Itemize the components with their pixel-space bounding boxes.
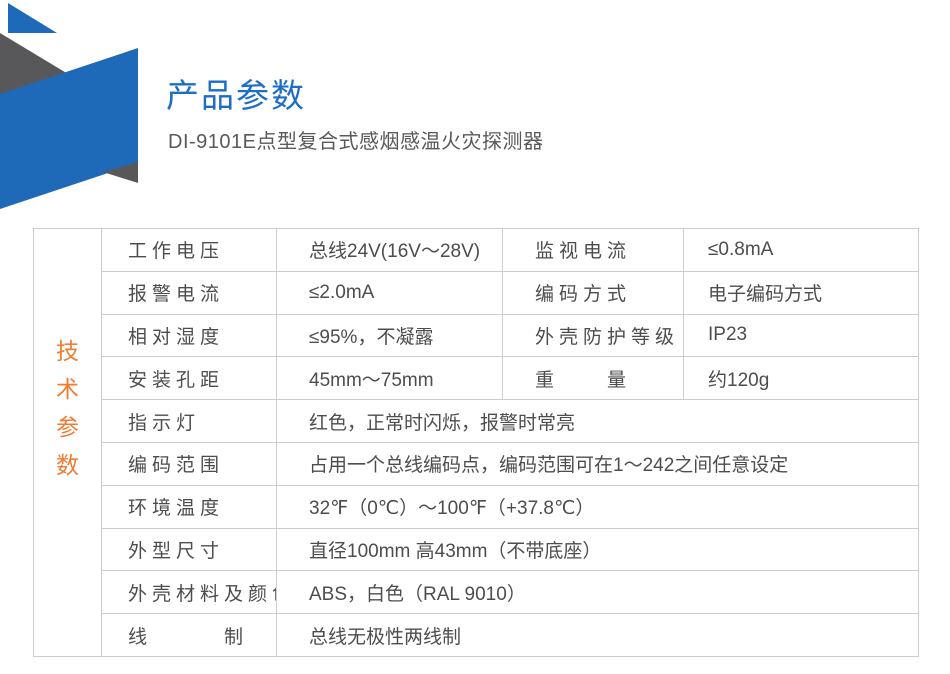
param-value: ABS，白色（RAL 9010） xyxy=(276,570,919,615)
param-label: 相对湿度 xyxy=(101,313,277,358)
vertical-char: 技 xyxy=(56,338,79,364)
param-label: 外型尺寸 xyxy=(101,527,277,572)
param-label: 环境温度 xyxy=(101,484,277,529)
vertical-section-header: 技 术 参 数 xyxy=(33,228,102,657)
param-label: 指示灯 xyxy=(101,399,277,443)
bottom-left-triangle xyxy=(8,3,57,33)
param-label: 编码范围 xyxy=(101,441,277,486)
param-label: 线 制 xyxy=(101,613,277,657)
gray-ribbon-bottom-shape xyxy=(103,162,138,183)
param-value: 直径100mm 高43mm（不带底座） xyxy=(276,527,919,572)
table-row: 安装孔距 45mm～75mm 重 量 约120g xyxy=(34,356,919,401)
param-label: 工作电压 xyxy=(101,228,277,272)
table-row: 环境温度 32℉（0℃）～100℉（+37.8℃） xyxy=(34,484,919,529)
table-row: 指示灯 红色，正常时闪烁，报警时常亮 xyxy=(34,399,919,443)
param-label: 外壳防护等级 xyxy=(502,313,684,358)
param-value: 32℉（0℃）～100℉（+37.8℃） xyxy=(276,484,919,529)
param-label: 报警电流 xyxy=(101,270,277,315)
param-label: 安装孔距 xyxy=(101,356,277,401)
blue-ribbon-shape xyxy=(0,48,138,209)
table-row: 外型尺寸 直径100mm 高43mm（不带底座） xyxy=(34,527,919,572)
param-value: 约120g xyxy=(683,356,919,401)
table-row: 报警电流 ≤2.0mA 编码方式 电子编码方式 xyxy=(34,270,919,315)
table-row: 相对湿度 ≤95%，不凝露 外壳防护等级 IP23 xyxy=(34,313,919,358)
param-value: ≤0.8mA xyxy=(683,228,919,272)
blue-triangle-shape xyxy=(8,3,57,33)
param-value: IP23 xyxy=(683,313,919,358)
param-value: ≤95%，不凝露 xyxy=(276,313,503,358)
param-value: 总线无极性两线制 xyxy=(276,613,919,657)
spec-table: 技 术 参 数 工作电压 总线24V(16V～28V) 监视电流 ≤0.8mA … xyxy=(33,228,919,657)
vertical-section-label: 技 术 参 数 xyxy=(35,229,101,655)
table-row: 技 术 参 数 工作电压 总线24V(16V～28V) 监视电流 ≤0.8mA xyxy=(33,228,919,657)
vertical-char: 参 xyxy=(56,414,79,440)
table-row: 编码范围 占用一个总线编码点，编码范围可在1～242之间任意设定 xyxy=(34,441,919,486)
param-value: 占用一个总线编码点，编码范围可在1～242之间任意设定 xyxy=(276,441,919,486)
vertical-char: 数 xyxy=(56,452,79,478)
header-decoration xyxy=(0,33,138,209)
page-title: 产品参数 xyxy=(166,77,306,114)
table-row: 外壳材料及颜色 ABS，白色（RAL 9010） xyxy=(34,570,919,615)
param-label: 重 量 xyxy=(502,356,684,401)
param-label: 监视电流 xyxy=(502,228,684,272)
param-value: ≤2.0mA xyxy=(276,270,503,315)
spec-table-container: 技 术 参 数 工作电压 总线24V(16V～28V) 监视电流 ≤0.8mA … xyxy=(33,228,919,657)
product-model-subtitle: DI-9101E点型复合式感烟感温火灾探测器 xyxy=(168,131,544,153)
param-value: 红色，正常时闪烁，报警时常亮 xyxy=(276,399,919,443)
vertical-char: 术 xyxy=(56,376,79,402)
param-value: 电子编码方式 xyxy=(683,270,919,315)
param-label: 编码方式 xyxy=(502,270,684,315)
param-value: 45mm～75mm xyxy=(276,356,503,401)
param-label: 外壳材料及颜色 xyxy=(101,570,277,615)
table-row: 线 制 总线无极性两线制 xyxy=(34,613,919,657)
param-value: 总线24V(16V～28V) xyxy=(276,228,503,272)
